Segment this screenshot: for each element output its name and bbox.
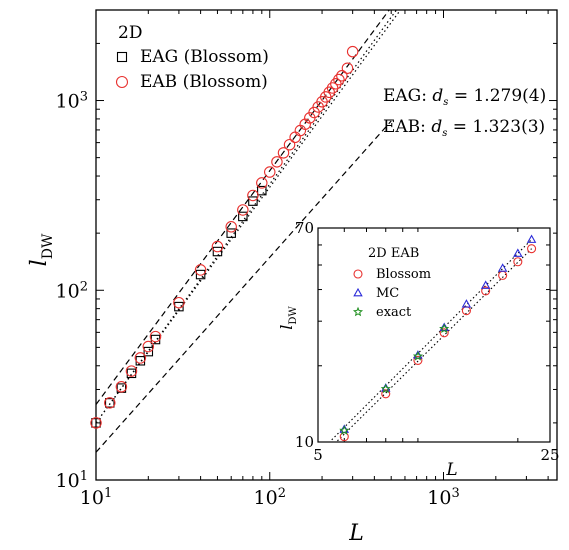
main-point-circle xyxy=(271,156,283,168)
inset-guide-line-1 xyxy=(331,239,532,441)
main-annotation-ds: EAB: ds = 1.323(3) xyxy=(383,117,545,139)
inset-guide-line-0 xyxy=(335,248,532,442)
inset-x-tick-label: 5 xyxy=(313,446,323,464)
main-y-tick-label: 103 xyxy=(56,89,88,113)
inset-point-triangle xyxy=(497,263,508,272)
main-point-circle xyxy=(115,381,128,393)
inset-point-star xyxy=(339,425,350,435)
main-point-square xyxy=(91,418,101,428)
main-point-circle xyxy=(211,240,224,253)
main-x-tick-label: 103 xyxy=(427,486,459,510)
main-point-circle xyxy=(237,204,249,216)
main-plot-frame xyxy=(95,9,558,481)
main-point-circle xyxy=(326,82,339,94)
main-x-tick-label: 102 xyxy=(254,486,286,510)
inset-point-triangle xyxy=(480,280,491,289)
main-point-circle xyxy=(104,397,116,409)
inset-x-axis-label: L xyxy=(445,460,457,480)
main-guide-line-1 xyxy=(96,120,392,453)
inset-point-circle xyxy=(413,355,423,365)
inset-point-circle xyxy=(513,257,523,267)
main-point-circle xyxy=(341,62,354,74)
inset-y-axis-label: lDW xyxy=(277,306,299,330)
main-legend-label: EAG (Blossom) xyxy=(140,47,269,67)
main-point-circle xyxy=(256,177,268,189)
main-point-circle xyxy=(173,296,185,309)
main-point-circle xyxy=(225,221,237,233)
main-guide-line-3 xyxy=(96,10,402,424)
inset-legend-label: exact xyxy=(376,305,412,320)
main-point-square xyxy=(257,185,267,196)
inset-legend-label: MC xyxy=(376,286,399,301)
inset-point-circle xyxy=(381,389,391,399)
main-point-square xyxy=(135,356,146,366)
main-point-circle xyxy=(247,189,259,202)
main-point-circle xyxy=(142,340,155,353)
main-point-circle xyxy=(90,417,102,429)
main-point-circle xyxy=(264,166,276,178)
main-legend-label: EAB (Blossom) xyxy=(140,72,268,92)
main-point-square xyxy=(238,211,248,222)
main-point-square xyxy=(143,346,154,357)
main-point-circle xyxy=(336,70,348,82)
inset-legend-label: Blossom xyxy=(376,267,431,282)
main-point-square xyxy=(248,196,258,206)
inset-point-triangle xyxy=(461,299,472,308)
inset-legend-marker-circle xyxy=(353,269,363,279)
main-point-circle xyxy=(194,264,207,276)
main-legend-marker-square xyxy=(116,51,128,63)
inset-point-triangle xyxy=(526,234,537,243)
inset-legend-marker-triangle xyxy=(353,287,363,297)
main-point-circle xyxy=(125,365,138,377)
main-x-tick-label: 101 xyxy=(80,486,112,510)
inset-point-star xyxy=(380,383,391,394)
main-point-square xyxy=(212,246,223,257)
inset-legend-marker-star xyxy=(352,306,364,317)
main-point-circle xyxy=(333,73,345,86)
main-x-axis-label: L xyxy=(348,521,364,546)
main-legend-title: 2D xyxy=(118,23,142,43)
inset-point-circle xyxy=(439,328,449,338)
main-y-tick-label: 101 xyxy=(56,469,88,493)
inset-point-circle xyxy=(527,244,537,254)
main-annotation-ds: EAG: ds = 1.279(4) xyxy=(383,86,546,108)
inset-x-tick-label: 25 xyxy=(540,446,559,464)
main-point-square xyxy=(195,269,206,280)
main-y-tick-label: 102 xyxy=(56,279,88,303)
main-legend-marker-circle xyxy=(115,75,129,89)
main-point-square xyxy=(105,398,115,408)
main-guide-line-0 xyxy=(96,10,390,405)
inset-point-star xyxy=(439,323,450,334)
inset-y-tick-label: 70 xyxy=(295,219,314,237)
inset-y-tick-label: 10 xyxy=(295,433,314,451)
main-point-square xyxy=(226,228,236,238)
inset-plot-frame xyxy=(317,227,551,443)
main-point-circle xyxy=(149,330,162,343)
main-point-circle xyxy=(283,138,296,151)
inset-legend-title: 2D EAB xyxy=(368,246,419,261)
main-point-circle xyxy=(134,352,147,364)
inset-point-circle xyxy=(481,286,491,296)
main-point-circle xyxy=(346,45,359,58)
main-y-axis-label: lDW xyxy=(27,233,56,266)
inset-point-star xyxy=(412,350,423,361)
inset-point-triangle xyxy=(513,248,523,257)
main-point-circle xyxy=(277,147,290,159)
